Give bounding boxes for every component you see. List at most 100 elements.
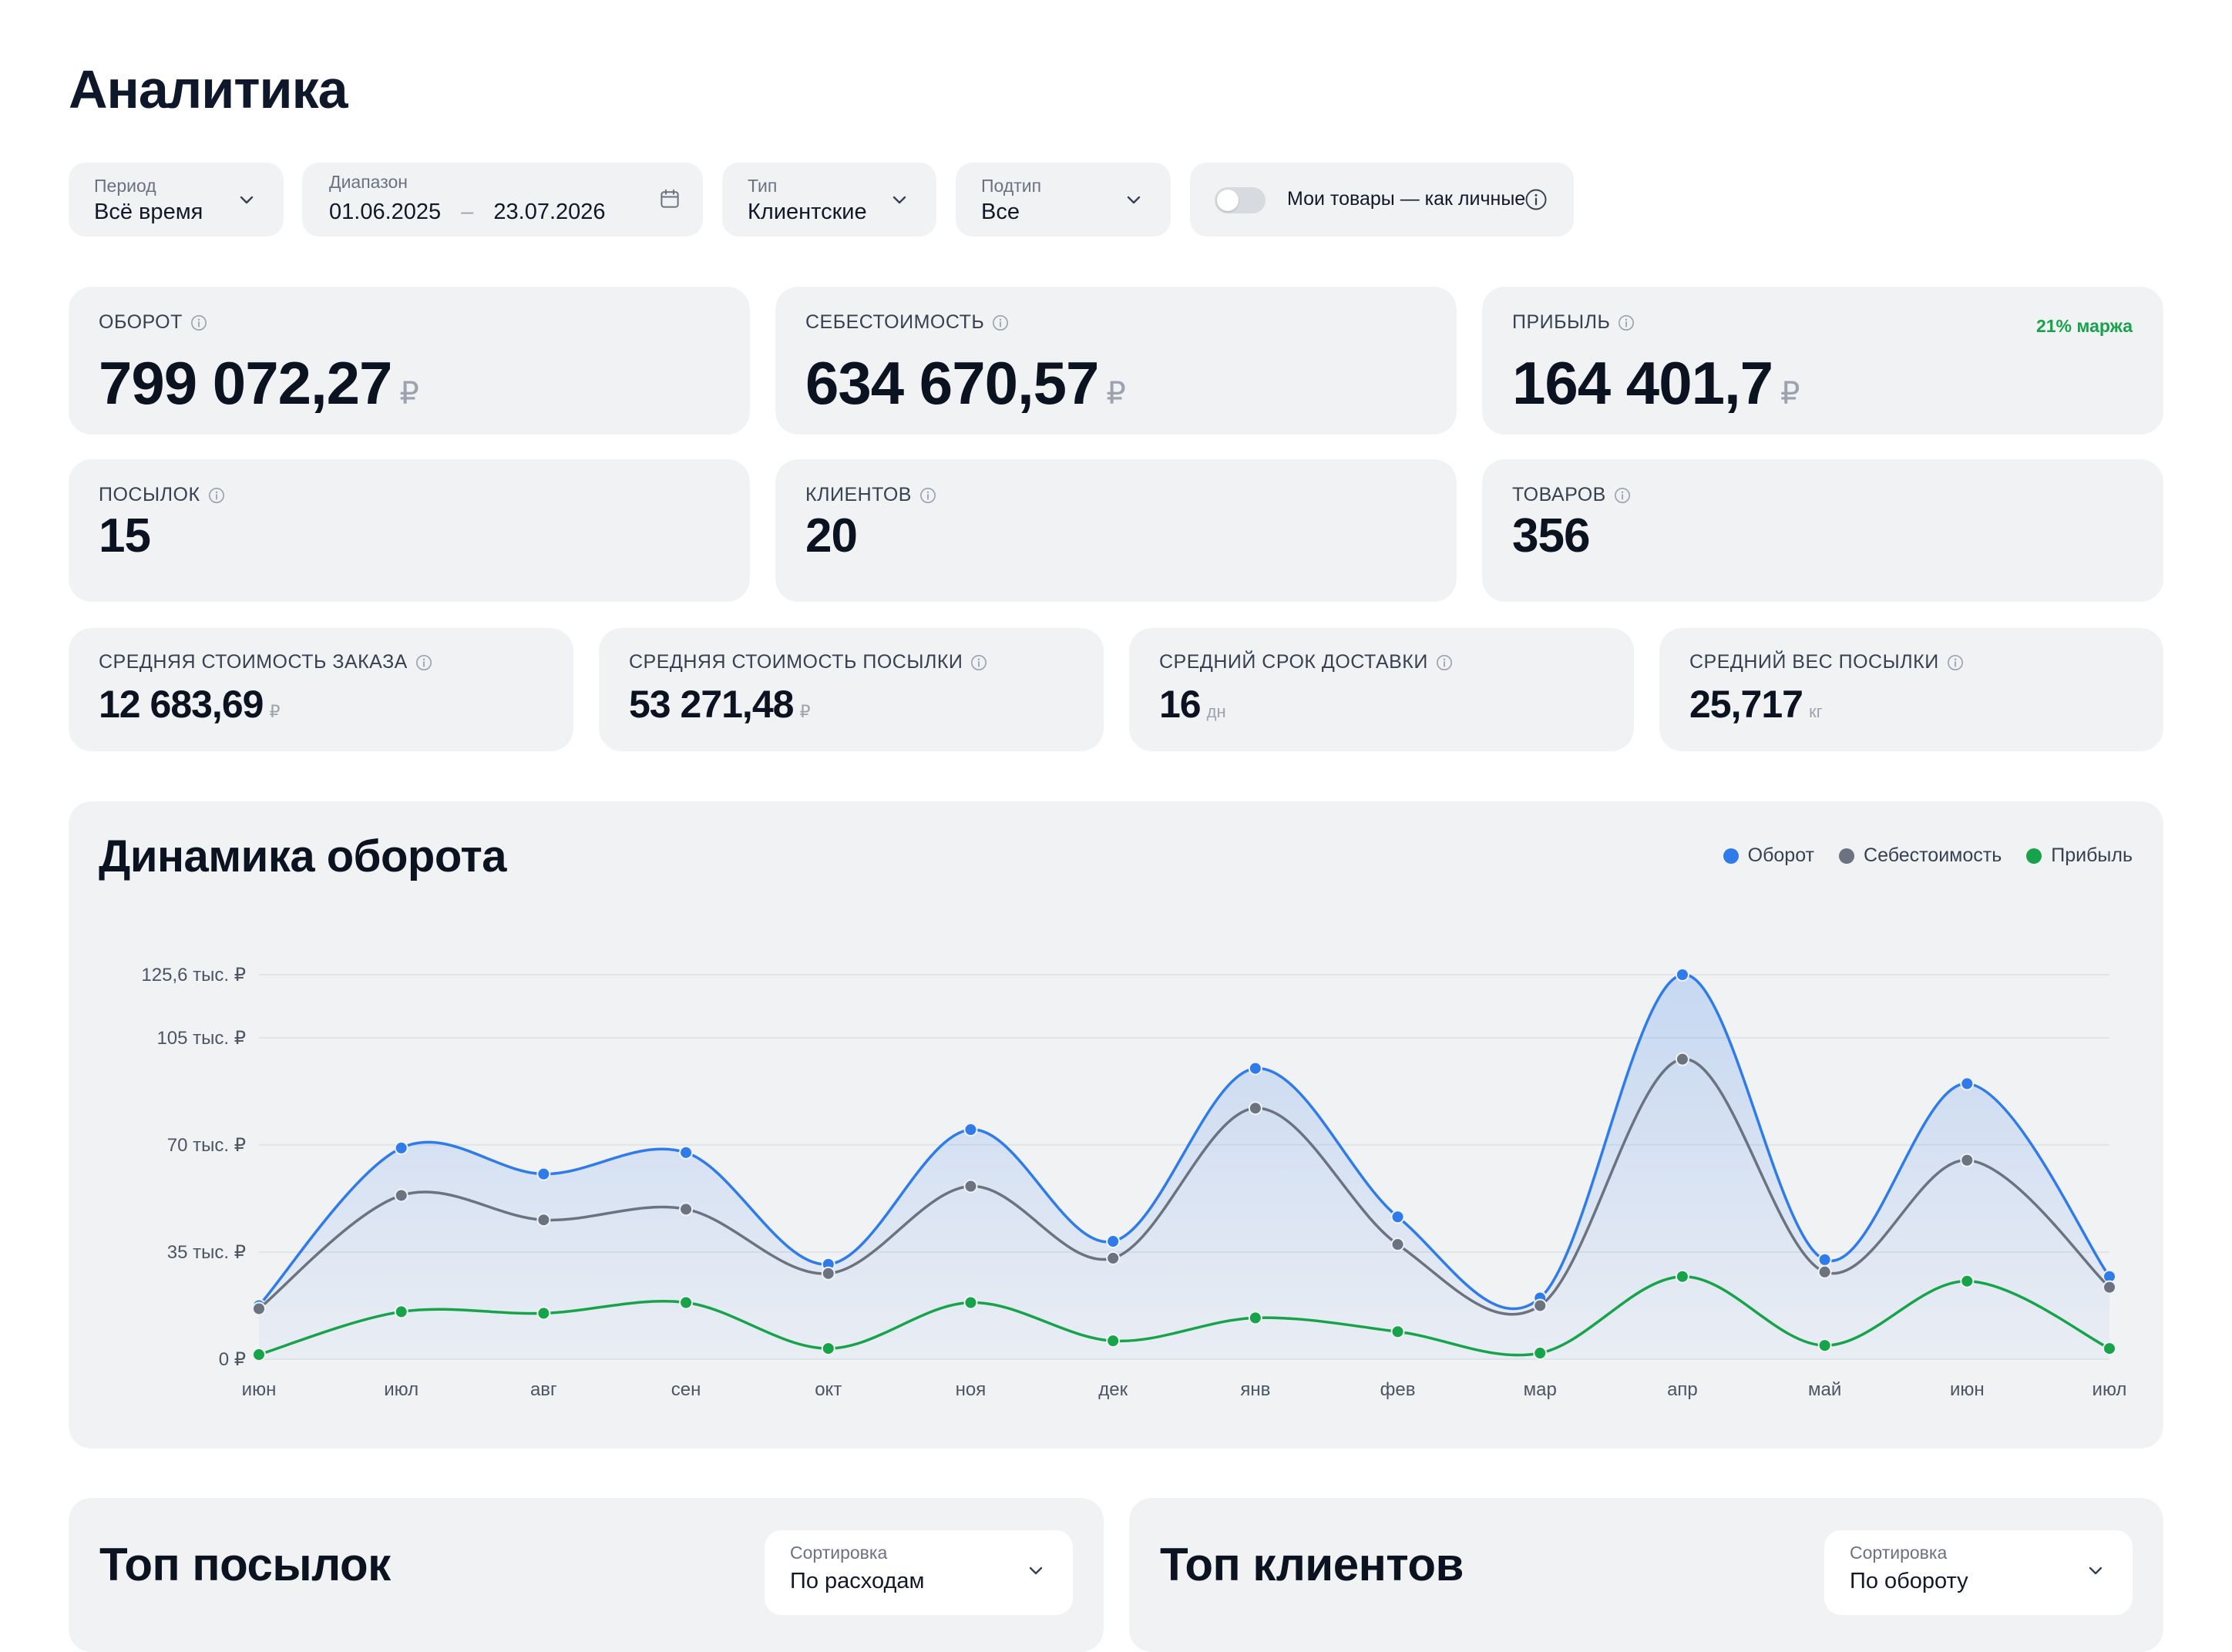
y-tick-label: 0 ₽ <box>219 1349 246 1370</box>
type-label: Тип <box>748 176 778 196</box>
info-icon[interactable] <box>970 654 987 671</box>
profit-label-row: ПРИБЫЛЬ <box>1512 311 1635 334</box>
top-parcels-title: Топ посылок <box>99 1539 391 1590</box>
cost-point <box>1960 1153 1975 1167</box>
range-to: 23.07.2026 <box>493 200 606 224</box>
range-from: 01.06.2025 <box>329 200 442 224</box>
profit-point <box>394 1304 408 1319</box>
info-icon[interactable] <box>208 487 225 504</box>
cost-point <box>1106 1251 1121 1265</box>
analytics-page: Аналитика Период Всё время Диапазон 01.0… <box>69 59 2163 1652</box>
x-tick-label: июн <box>1950 1379 1985 1400</box>
cost-point <box>963 1179 978 1194</box>
y-tick-label: 35 тыс. ₽ <box>167 1242 246 1263</box>
parcels-label: ПОСЫЛОК <box>99 484 200 505</box>
avg-parcel-value-row: 53 271,48 ₽ <box>629 682 810 727</box>
avg-weight-label-row: СРЕДНИЙ ВЕС ПОСЫЛКИ <box>1689 651 1964 673</box>
avg-order-value: 12 683,69 <box>99 683 264 726</box>
profit-point <box>1248 1311 1262 1325</box>
turnover-point <box>963 1123 978 1137</box>
goods-value: 356 <box>1512 509 1590 562</box>
profit-point <box>963 1295 978 1310</box>
avg-order-card: СРЕДНЯЯ СТОИМОСТЬ ЗАКАЗА 12 683,69 ₽ <box>69 628 573 751</box>
parcels-card: ПОСЫЛОК 15 <box>69 459 750 602</box>
x-tick-label: дек <box>1098 1379 1128 1400</box>
page-title: Аналитика <box>69 59 348 119</box>
profit-point <box>2103 1341 2116 1356</box>
info-icon[interactable] <box>1614 487 1631 504</box>
info-icon[interactable] <box>1947 654 1964 671</box>
goods-label: ТОВАРОВ <box>1512 484 1606 505</box>
top-parcels-sort-select[interactable]: Сортировка По расходам <box>765 1530 1073 1615</box>
period-label: Период <box>94 176 156 196</box>
y-tick-label: 125,6 тыс. ₽ <box>141 965 246 985</box>
cost-point <box>394 1188 408 1203</box>
turnover-value-row: 799 072,27 ₽ <box>99 348 419 418</box>
turnover-chart-card: Динамика оборота Оборот Себестоимость Приб… <box>69 801 2163 1449</box>
legend-item: Себестоимость <box>1839 844 2002 867</box>
cost-point <box>252 1301 266 1316</box>
toggle-knob <box>1217 190 1239 211</box>
cost-label-row: СЕБЕСТОИМОСТЬ <box>805 311 1009 334</box>
avg-delivery-card: СРЕДНИЙ СРОК ДОСТАВКИ 16 дн <box>1129 628 1634 751</box>
info-icon[interactable] <box>190 314 207 331</box>
cost-point <box>1390 1237 1405 1252</box>
cost-point <box>536 1213 551 1227</box>
legend-item: Оборот <box>1723 844 1814 867</box>
range-value: 01.06.2025 – 23.07.2026 <box>329 200 606 225</box>
cost-card: СЕБЕСТОИМОСТЬ 634 670,57 ₽ <box>775 287 1457 435</box>
avg-order-value-row: 12 683,69 ₽ <box>99 682 280 727</box>
info-icon[interactable] <box>992 314 1009 331</box>
info-icon[interactable] <box>1618 314 1635 331</box>
x-tick-label: июл <box>2092 1379 2127 1400</box>
x-tick-label: янв <box>1240 1379 1270 1400</box>
turnover-point <box>394 1140 408 1155</box>
x-tick-label: ноя <box>956 1379 987 1400</box>
range-label: Диапазон <box>329 172 408 192</box>
date-range-picker[interactable]: Диапазон 01.06.2025 – 23.07.2026 <box>302 163 703 237</box>
cost-point <box>2103 1280 2116 1294</box>
avg-weight-value: 25,717 <box>1689 683 1803 726</box>
chevron-down-icon <box>892 196 906 204</box>
avg-parcel-value: 53 271,48 <box>629 683 794 726</box>
info-icon[interactable] <box>1524 188 1548 211</box>
x-tick-label: июл <box>384 1379 418 1400</box>
sort-label: Сортировка <box>790 1543 888 1563</box>
top-clients-sort-select[interactable]: Сортировка По обороту <box>1824 1530 2133 1615</box>
turnover-point <box>1106 1234 1121 1249</box>
x-tick-label: мар <box>1524 1379 1557 1400</box>
profit-value-row: 164 401,7 ₽ <box>1512 348 1800 418</box>
turnover-unit: ₽ <box>399 377 419 411</box>
turnover-label-row: ОБОРОТ <box>99 311 207 334</box>
sort-value: По обороту <box>1850 1569 1968 1593</box>
avg-parcel-label: СРЕДНЯЯ СТОИМОСТЬ ПОСЫЛКИ <box>629 651 963 673</box>
period-select[interactable]: Период Всё время <box>69 163 284 237</box>
info-icon[interactable] <box>415 654 432 671</box>
type-select[interactable]: Тип Клиентские <box>722 163 936 237</box>
parcels-value: 15 <box>99 509 151 562</box>
profit-point <box>1817 1338 1832 1353</box>
avg-order-unit: ₽ <box>269 702 281 721</box>
chart-legend: Оборот Себестоимость Прибыль <box>1723 844 2133 867</box>
cost-label: СЕБЕСТОИМОСТЬ <box>805 311 985 333</box>
avg-parcel-unit: ₽ <box>799 702 811 721</box>
turnover-card: ОБОРОТ 799 072,27 ₽ <box>69 287 750 435</box>
sort-value: По расходам <box>790 1569 925 1593</box>
profit-card: ПРИБЫЛЬ 21% маржа 164 401,7 ₽ <box>1482 287 2163 435</box>
info-icon[interactable] <box>1436 654 1453 671</box>
my-goods-toggle[interactable] <box>1215 187 1266 213</box>
x-tick-label: авг <box>530 1379 557 1400</box>
turnover-point <box>1390 1210 1405 1224</box>
subtype-select[interactable]: Подтип Все <box>956 163 1171 237</box>
legend-dot <box>1723 848 1739 864</box>
chart-title: Динамика оборота <box>99 831 506 881</box>
x-tick-label: июн <box>242 1379 277 1400</box>
chevron-down-icon <box>1127 196 1141 204</box>
clients-label: КЛИЕНТОВ <box>805 484 912 505</box>
parcels-label-row: ПОСЫЛОК <box>99 484 225 506</box>
avg-order-label: СРЕДНЯЯ СТОИМОСТЬ ЗАКАЗА <box>99 651 408 673</box>
clients-label-row: КЛИЕНТОВ <box>805 484 936 506</box>
turnover-label: ОБОРОТ <box>99 311 183 333</box>
legend-item: Прибыль <box>2026 844 2133 867</box>
info-icon[interactable] <box>919 487 936 504</box>
